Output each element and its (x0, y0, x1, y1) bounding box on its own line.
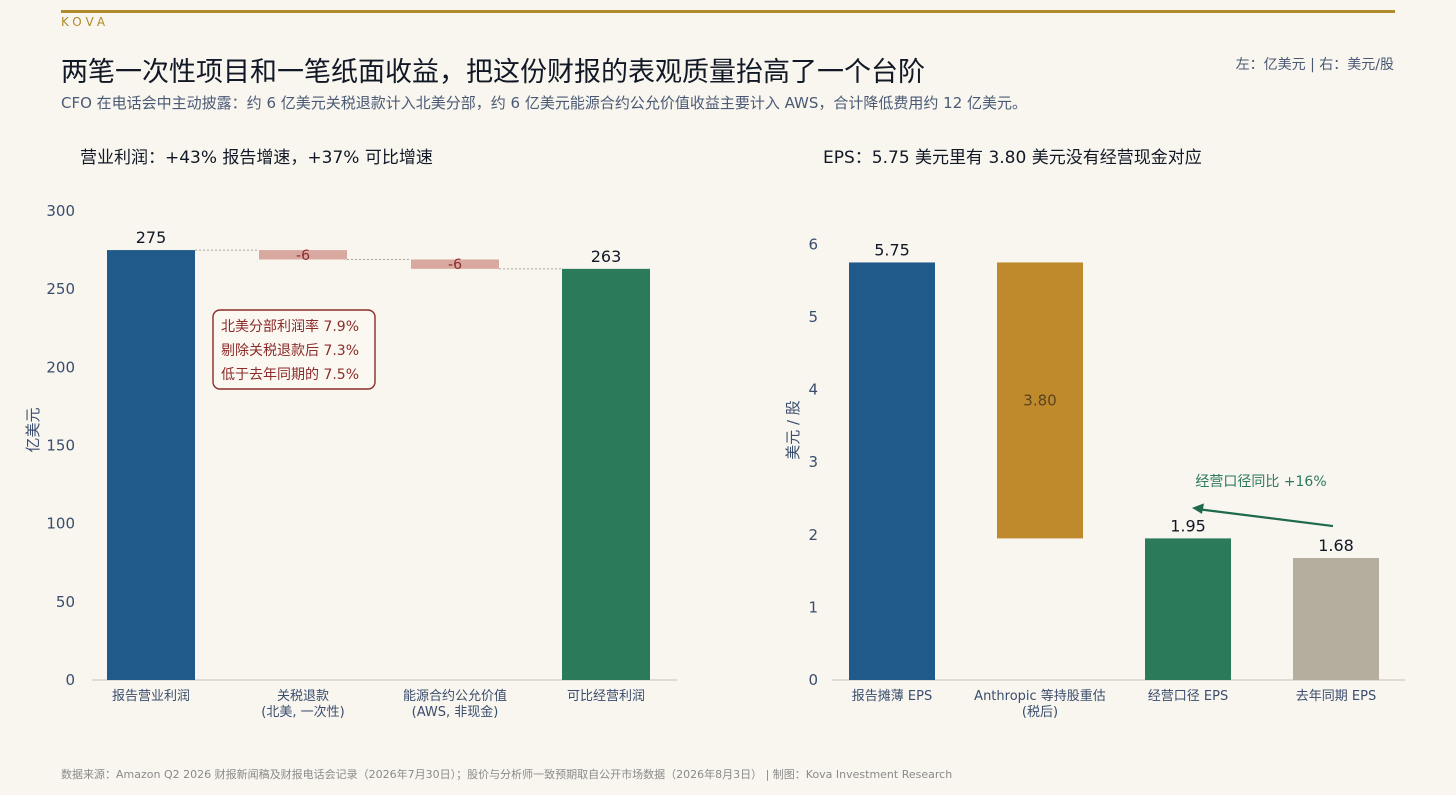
right-y-tick-label: 3 (808, 453, 818, 471)
right-y-tick-label: 2 (808, 526, 818, 544)
right-y-tick-label: 1 (808, 598, 818, 616)
right-y-tick-label: 6 (808, 235, 818, 253)
left-annotation-text: 北美分部利润率 7.9% (221, 318, 359, 335)
left-chart-title: 营业利润：+43% 报告增速，+37% 可比增速 (80, 148, 433, 168)
left-y-tick-label: 300 (46, 202, 75, 220)
right-category-label: Anthropic 等持股重估 (974, 688, 1106, 704)
right-bar (1145, 538, 1231, 680)
growth-arrow-line (1200, 508, 1334, 528)
left-bar (411, 259, 499, 269)
right-y-tick-label: 0 (808, 671, 818, 689)
right-category-label: 去年同期 EPS (1296, 689, 1376, 704)
left-y-tick-label: 50 (56, 593, 75, 611)
left-y-tick-label: 250 (46, 280, 75, 298)
right-y-tick-label: 5 (808, 308, 818, 326)
left-category-label: 关税退款 (277, 689, 329, 704)
left-annotation-text: 低于去年同期的 7.5% (221, 367, 359, 383)
left-y-axis-title: 亿美元 (24, 407, 42, 452)
right-category-label: (税后) (1022, 705, 1058, 720)
right-category-label: 经营口径 EPS (1148, 689, 1228, 704)
right-bar (1293, 558, 1379, 680)
left-bar-value-label: -6 (296, 248, 310, 264)
left-category-label: (AWS, 非现金) (412, 704, 499, 720)
left-annotation-box (212, 309, 376, 390)
left-y-tick-label: 150 (46, 437, 75, 455)
left-category-label: 能源合约公允价值 (403, 688, 507, 704)
left-annotation-text: 剔除关税退款后 7.3% (221, 343, 359, 359)
growth-arrow-head (1192, 503, 1204, 514)
left-category-label: (北美, 一次性) (261, 704, 344, 720)
left-bar-value-label: 263 (591, 247, 622, 266)
left-bar (107, 250, 195, 681)
left-y-tick-label: 0 (65, 671, 75, 689)
top-rule (61, 10, 1395, 13)
source-footer: 数据来源：Amazon Q2 2026 财报新闻稿及财报电话会记录（2026年7… (61, 768, 953, 781)
growth-annotation: 经营口径同比 +16% (1195, 474, 1326, 490)
left-y-tick-label: 100 (46, 515, 75, 533)
right-chart-title: EPS：5.75 美元里有 3.80 美元没有经营现金对应 (823, 148, 1202, 168)
right-y-tick-label: 4 (808, 381, 818, 399)
left-bar (259, 250, 347, 260)
brand-logo: KOVA (61, 15, 110, 29)
left-bar-value-label: -6 (448, 257, 462, 273)
right-bar (849, 262, 935, 680)
right-y-axis-title: 美元 / 股 (784, 400, 802, 460)
page-subtitle: CFO 在电话会中主动披露：约 6 亿美元关税退款计入北美分部，约 6 亿美元能… (61, 94, 1028, 112)
right-bar-value-label: 1.95 (1170, 516, 1206, 535)
left-bar (562, 268, 650, 680)
left-category-label: 可比经营利润 (567, 689, 645, 704)
left-bar-value-label: 275 (136, 228, 167, 247)
right-bar (997, 262, 1083, 539)
right-category-label: 报告摊薄 EPS (852, 689, 932, 704)
left-category-label: 报告营业利润 (112, 689, 190, 704)
right-bar-value-label: 5.75 (874, 240, 910, 259)
right-bar-value-label: 3.80 (1023, 391, 1056, 409)
right-bar-value-label: 1.68 (1318, 536, 1354, 555)
page-title: 两笔一次性项目和一笔纸面收益，把这份财报的表观质量抬高了一个台阶 (61, 57, 925, 88)
unit-note: 左：亿美元 | 右：美元/股 (1235, 57, 1394, 73)
left-y-tick-label: 200 (46, 358, 75, 376)
